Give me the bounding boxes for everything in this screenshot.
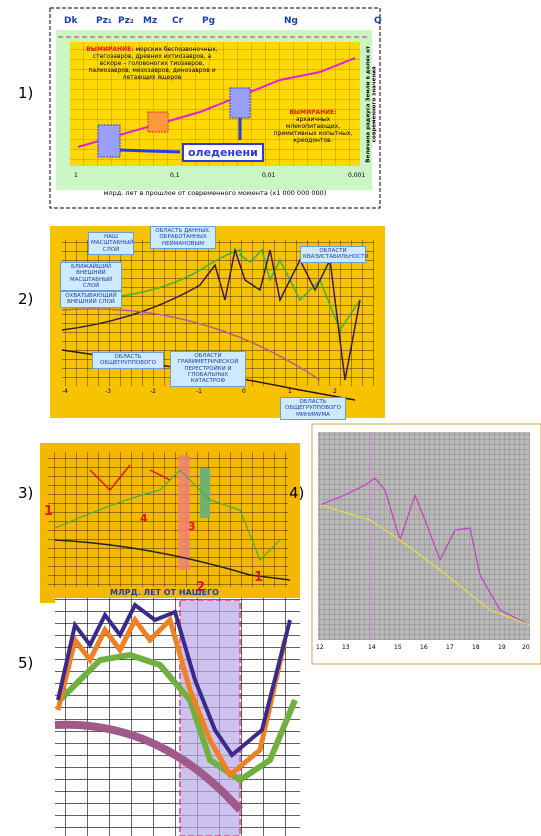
note-title: ВЫМИРАНИЕ: [86, 46, 134, 53]
panel-label: 4) [289, 484, 305, 502]
era-label: Pg [202, 16, 216, 26]
x-tick-label: 19 [498, 644, 506, 651]
highlight-band [178, 455, 190, 570]
note-text: морских беспозвоночных, стегозавров, дре… [88, 46, 218, 81]
marker-label: 4 [140, 512, 148, 525]
curve-magenta [319, 477, 531, 626]
region-label: ОХВАТЫВАЮЩИЙ ВНЕШНИЙ СЛОЙ [60, 291, 122, 308]
curve-dark [54, 539, 291, 581]
x-tick-label: -1 [196, 388, 202, 395]
x-tick-label: 16 [420, 644, 428, 651]
x-axis-title: млрд. лет в прошлое от современного моме… [103, 189, 327, 197]
curve-mauve [54, 720, 243, 813]
x-tick-label: 0,01 [262, 172, 276, 179]
panel-label: 5) [18, 654, 34, 672]
x-tick-label: 14 [368, 644, 376, 651]
glaciation-zone [229, 87, 251, 119]
panel-label: 3) [18, 484, 34, 502]
panel4-grid [318, 432, 530, 640]
x-tick-label: 1 [74, 172, 78, 179]
x-tick-label: -3 [105, 388, 111, 395]
curve-purple [61, 247, 361, 381]
x-tick-label: 1 [288, 388, 292, 395]
curve-green [57, 651, 298, 784]
x-tick-label: 15 [394, 644, 402, 651]
x-tick-label: 2 [333, 388, 337, 395]
x-tick-label: -4 [62, 388, 68, 395]
arrow [89, 464, 171, 492]
era-label: Q [374, 16, 382, 26]
arrow [119, 118, 242, 154]
y-axis-title: Величина радиуса Земли в долях от соврем… [365, 45, 378, 163]
region-label: ОБЛАСТИ ГРАВИМЕТРИЧЕСКОЙ ПЕРЕСТРОЙКИ И Г… [170, 351, 246, 387]
curve-orange [55, 615, 288, 779]
marker-label: 1 [254, 570, 264, 585]
era-label: Cr [172, 16, 184, 26]
highlight-band [200, 468, 210, 518]
glaciation-zone [97, 124, 121, 158]
x-tick-label: 18 [472, 644, 480, 651]
region-label: ОБЛАСТЬ ОБЩЕГРУППОВОГО МИНИМУМА [280, 397, 346, 420]
panel-label: 2) [18, 290, 34, 308]
panel-label: 1) [18, 84, 34, 102]
region-label: БЛИЖАЙШИЙ ВНЕШНИЙ МАСШТАБНЫЙ СЛОЙ [60, 262, 122, 292]
era-label: Pz₂ [118, 16, 134, 26]
x-tick-label: 0,1 [170, 172, 180, 179]
region-label: ОБЛАСТЬ ОБЩЕГРУППОВОГО [92, 352, 164, 369]
era-label: Pz₁ [96, 16, 112, 26]
era-label: Ng [284, 16, 298, 26]
extinction-note: ВЫМИРАНИЕ: морских беспозвоночных, стего… [86, 46, 218, 81]
era-label: Mz [143, 16, 158, 26]
extinction-note: ВЫМИРАНИЕ: архаичных млекопитающих, прим… [272, 109, 354, 144]
x-tick-label: 20 [522, 644, 530, 651]
marker-label: 3 [188, 520, 196, 533]
panel5-title: МЛРД. ЛЕТ ОТ НАШЕГО [110, 588, 219, 597]
x-tick-label: 13 [342, 644, 350, 651]
x-tick-label: -2 [150, 388, 156, 395]
region-label: ОБЛАСТЬ ДАННЫХ, ОБРАБОТАННЫХ НЕЙМАНОВЫМ [150, 226, 216, 249]
marker-label: 2 [196, 580, 206, 595]
marker-label: 1 [44, 504, 54, 519]
curve-mauve [61, 308, 321, 381]
region-label: НАШ МАСШТАБНЫЙ СЛОЙ [88, 232, 134, 255]
extinction-zone [147, 111, 169, 133]
region-label: ОБЛАСТИ КВАЗИСТАБИЛЬНОСТИ [300, 246, 369, 263]
radius-curve [77, 57, 356, 148]
curve-purple [56, 601, 292, 758]
curve-green [54, 469, 281, 562]
curve-yellow [319, 504, 531, 626]
x-tick-label: 12 [316, 644, 324, 651]
x-tick-label: 0 [242, 388, 246, 395]
glaciation-label: оледенени [182, 143, 264, 162]
x-tick-label: 17 [446, 644, 454, 651]
panel3-grid [48, 452, 288, 587]
note-title: ВЫМИРАНИЕ: [289, 109, 337, 116]
note-text: архаичных млекопитающих, примитивных коп… [273, 115, 353, 144]
x-tick-label: 0,001 [348, 172, 366, 179]
era-label: Dk [64, 16, 78, 26]
